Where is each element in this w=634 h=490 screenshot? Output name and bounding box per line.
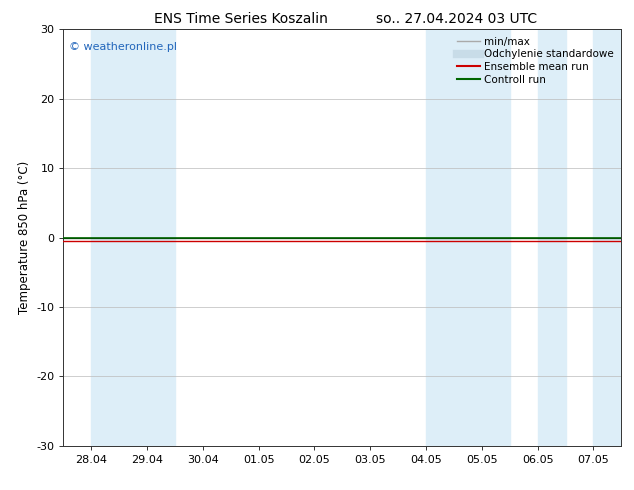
Text: ENS Time Series Koszalin: ENS Time Series Koszalin: [154, 12, 328, 26]
Bar: [426, 29, 482, 446]
Legend: min/max, Odchylenie standardowe, Ensemble mean run, Controll run: min/max, Odchylenie standardowe, Ensembl…: [453, 32, 618, 89]
Bar: [91, 29, 147, 446]
Bar: [147, 29, 175, 446]
Bar: [593, 29, 621, 446]
Y-axis label: Temperature 850 hPa (°C): Temperature 850 hPa (°C): [18, 161, 30, 314]
Bar: [538, 29, 566, 446]
Text: © weatheronline.pl: © weatheronline.pl: [69, 42, 177, 52]
Text: so.. 27.04.2024 03 UTC: so.. 27.04.2024 03 UTC: [376, 12, 537, 26]
Bar: [482, 29, 510, 446]
